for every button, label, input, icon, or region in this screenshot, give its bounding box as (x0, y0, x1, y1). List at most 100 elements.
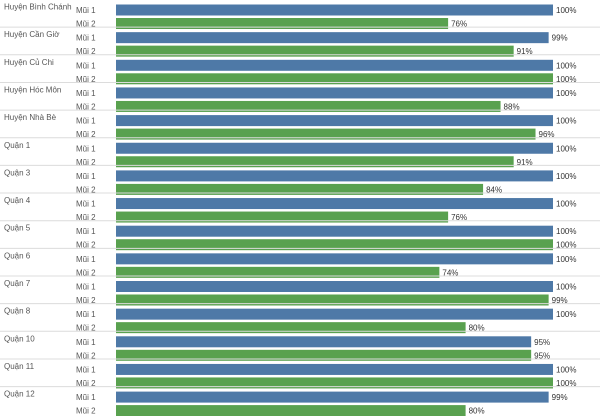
dose2-bar (116, 18, 449, 29)
district-label: Quận 6 (4, 251, 31, 260)
dose2-bar (116, 183, 484, 195)
dose1-bar (116, 363, 553, 375)
dose-label: Mũi 1 (76, 310, 96, 319)
dose-label: Mũi 2 (76, 47, 96, 56)
dose-label: Mũi 1 (76, 283, 96, 292)
dose-label: Mũi 2 (76, 351, 96, 360)
district-label: Quận 7 (4, 279, 31, 288)
dose2-bar (116, 322, 466, 334)
dose-label: Mũi 1 (76, 227, 96, 236)
value-label: 74% (442, 268, 458, 277)
dose-label: Mũi 1 (76, 255, 96, 264)
dose-label: Mũi 2 (76, 268, 96, 277)
value-label: 88% (504, 102, 520, 111)
value-label: 99% (552, 393, 568, 402)
value-label: 76% (451, 20, 467, 29)
value-label: 84% (486, 185, 502, 194)
dose1-bar (116, 142, 553, 154)
district-label: Quận 11 (4, 362, 35, 371)
district-label: Quận 10 (4, 334, 35, 343)
dose-label: Mũi 1 (76, 393, 96, 402)
value-label: 100% (556, 379, 576, 388)
dose-label: Mũi 1 (76, 6, 96, 15)
value-label: 100% (556, 255, 576, 264)
dose1-bar (116, 336, 532, 348)
dose-label: Mũi 1 (76, 117, 96, 126)
district-group: Quận 10 Mũi 1 95% Mũi 2 95% (0, 334, 600, 361)
district-label: Quận 3 (4, 168, 31, 177)
dose2-bar (116, 266, 440, 278)
value-label: 99% (552, 34, 568, 43)
value-label: 100% (556, 200, 576, 209)
dose-label: Mũi 1 (76, 34, 96, 43)
dose1-bar (116, 87, 553, 99)
value-label: 96% (539, 130, 555, 139)
dose1-bar (116, 115, 553, 127)
value-label: 100% (556, 144, 576, 153)
district-label: Quận 12 (4, 390, 35, 399)
district-label: Quận 4 (4, 196, 31, 205)
district-label: Quận 1 (4, 141, 31, 150)
district-group: Huyện Củ Chi Mũi 1 100% Mũi 2 100% (0, 58, 600, 85)
value-label: 100% (556, 75, 576, 84)
dose-label: Mũi 2 (76, 102, 96, 111)
dose1-bar (116, 59, 553, 71)
dose2-bar (116, 211, 449, 223)
district-label: Quận 8 (4, 307, 31, 316)
dose2-bar (116, 405, 466, 416)
dose1-bar (116, 281, 553, 292)
district-group: Huyện Nhà Bè Mũi 1 100% Mũi 2 96% (0, 113, 600, 140)
dose-label: Mũi 2 (76, 241, 96, 250)
dose-label: Mũi 2 (76, 296, 96, 305)
value-label: 100% (556, 89, 576, 98)
district-group: Quận 5 Mũi 1 100% Mũi 2 100% (0, 224, 600, 251)
district-label: Huyện Củ Chi (4, 58, 54, 67)
dose-label: Mũi 2 (76, 379, 96, 388)
dose-label: Mũi 2 (76, 75, 96, 84)
dose-label: Mũi 2 (76, 407, 96, 416)
district-label: Quận 5 (4, 224, 31, 233)
dose-label: Mũi 1 (76, 200, 96, 209)
dose2-bar (116, 100, 501, 112)
district-group: Quận 8 Mũi 1 100% Mũi 2 80% (0, 307, 600, 334)
district-group: Quận 12 Mũi 1 99% Mũi 2 80% (4, 390, 568, 416)
value-label: 100% (556, 310, 576, 319)
dose2-bar (116, 349, 532, 361)
district-group: Huyện Hóc Môn Mũi 1 100% Mũi 2 88% (0, 85, 600, 112)
district-label: Huyện Cần Giờ (4, 30, 60, 39)
district-group: Quận 7 Mũi 1 100% Mũi 2 99% (0, 279, 600, 306)
district-group: Quận 4 Mũi 1 100% Mũi 2 76% (0, 196, 600, 223)
dose1-bar (116, 170, 553, 182)
dose1-bar (116, 225, 553, 237)
value-label: 100% (556, 61, 576, 70)
dose-label: Mũi 2 (76, 324, 96, 333)
dose-label: Mũi 2 (76, 185, 96, 194)
district-group: Quận 11 Mũi 1 100% Mũi 2 100% (0, 362, 600, 389)
dose-label: Mũi 2 (76, 20, 96, 29)
dose-label: Mũi 2 (76, 158, 96, 167)
dose-label: Mũi 1 (76, 338, 96, 347)
value-label: 80% (469, 324, 485, 333)
value-label: 76% (451, 213, 467, 222)
dose2-bar (116, 45, 514, 57)
dose2-bar (116, 239, 553, 251)
value-label: 100% (556, 283, 576, 292)
dose1-bar (116, 308, 553, 320)
value-label: 91% (517, 47, 533, 56)
value-label: 95% (534, 338, 550, 347)
district-group: Quận 1 Mũi 1 100% Mũi 2 91% (0, 141, 600, 168)
dose1-bar (116, 4, 553, 16)
dose1-bar (116, 253, 553, 265)
value-label: 95% (534, 351, 550, 360)
value-label: 100% (556, 241, 576, 250)
value-label: 100% (556, 117, 576, 126)
value-label: 91% (517, 158, 533, 167)
district-group: Huyện Bình Chánh Mũi 1 100% Mũi 2 76% (0, 3, 600, 29)
dose-label: Mũi 1 (76, 144, 96, 153)
value-label: 99% (552, 296, 568, 305)
district-label: Huyện Hóc Môn (4, 85, 61, 94)
district-group: Quận 6 Mũi 1 100% Mũi 2 74% (0, 251, 600, 278)
dose2-bar (116, 377, 553, 389)
dose1-bar (116, 391, 549, 403)
dose-label: Mũi 2 (76, 130, 96, 139)
